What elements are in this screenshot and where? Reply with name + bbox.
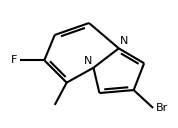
- Text: N: N: [84, 56, 92, 66]
- Text: F: F: [11, 55, 17, 65]
- Text: N: N: [120, 36, 128, 46]
- Text: Br: Br: [156, 103, 168, 113]
